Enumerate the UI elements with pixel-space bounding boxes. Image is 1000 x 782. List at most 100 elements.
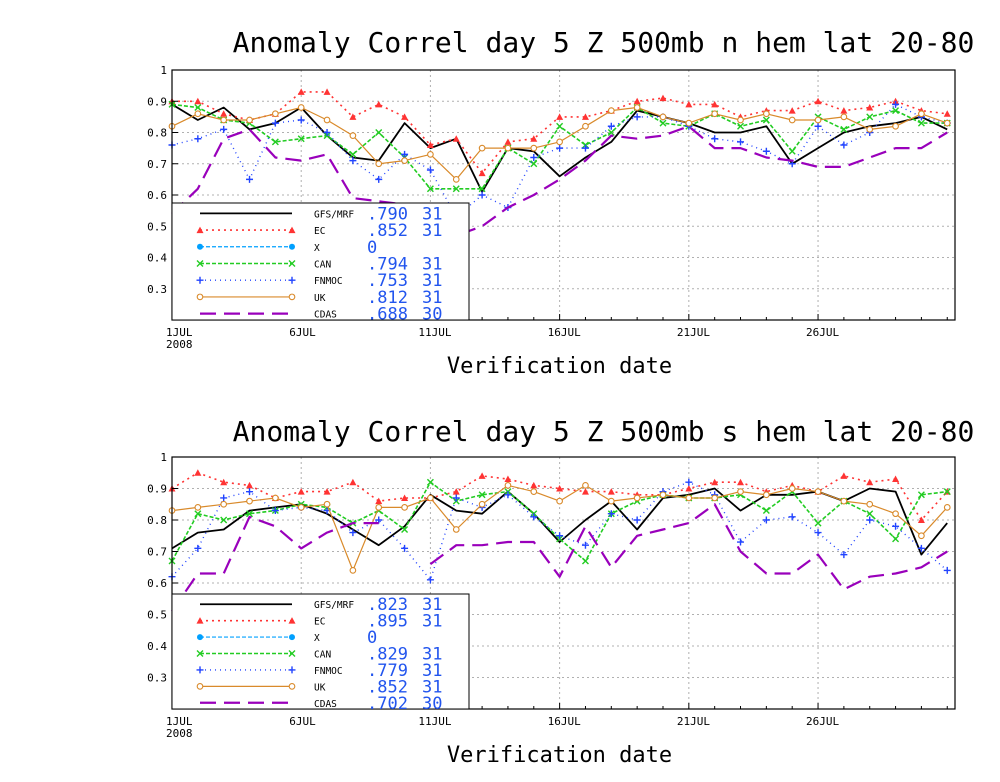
data-point [582, 482, 589, 489]
legend-series-name: EC [314, 226, 325, 237]
data-point [685, 485, 693, 492]
data-point [427, 151, 434, 158]
data-point [556, 138, 563, 146]
data-point [633, 494, 641, 502]
legend-swatch-marker [196, 666, 204, 674]
data-point [607, 497, 615, 505]
data-point [375, 497, 383, 505]
data-point [866, 104, 874, 111]
data-point [866, 126, 874, 133]
data-point [478, 185, 486, 193]
data-point [401, 157, 408, 164]
data-point [762, 147, 770, 155]
legend-score: .794 [367, 255, 408, 275]
data-point [943, 566, 951, 574]
y-tick-label: 0.8 [147, 127, 167, 140]
legend-entry-cdas: CDAS .702 30 [200, 694, 442, 714]
data-point [917, 119, 925, 127]
data-point [763, 491, 770, 499]
x-tick-label: 1JUL [166, 326, 193, 339]
y-tick-label: 1 [160, 451, 167, 464]
chart-title: Anomaly Correl day 5 Z 500mb n hem lat 2… [233, 26, 975, 59]
y-tick-label: 0.5 [147, 609, 167, 622]
legend-swatch-marker [288, 260, 296, 267]
data-point [478, 144, 486, 152]
legend-entry-ec: EC .895 31 [196, 612, 442, 632]
data-point [194, 510, 202, 518]
series-line [171, 503, 948, 613]
data-point [763, 110, 770, 118]
data-point [892, 122, 899, 130]
legend-count: 31 [422, 677, 442, 697]
legend-swatch-marker [289, 243, 295, 250]
legend-score: .852 [367, 677, 408, 697]
legend-entry-fnmoc: FNMOC .753 31 [196, 271, 442, 291]
data-point [220, 125, 228, 133]
series-cdas [171, 125, 948, 237]
data-point [530, 144, 538, 152]
data-point [426, 185, 434, 193]
x-tick-label: 16JUL [548, 326, 581, 339]
y-tick-label: 0.7 [147, 158, 167, 171]
legend-swatch-marker [196, 260, 204, 267]
data-point [323, 116, 331, 124]
legend-entry-gfs-mrf: GFS/MRF .823 31 [200, 595, 442, 615]
data-point [194, 469, 202, 476]
legend-series-name: UK [314, 682, 326, 693]
data-point [581, 113, 589, 120]
legend-entry-uk: UK .812 31 [196, 288, 442, 308]
data-point [194, 97, 202, 105]
data-point [711, 135, 719, 143]
data-point [840, 113, 848, 121]
data-point [271, 507, 279, 515]
data-point [737, 116, 744, 124]
x-tick-label: 26JUL [806, 715, 839, 728]
data-point [762, 507, 770, 515]
data-point [349, 150, 357, 158]
data-point [917, 544, 925, 552]
data-point [788, 107, 796, 114]
data-point [866, 510, 874, 518]
data-point [452, 488, 460, 495]
data-point [737, 538, 745, 546]
data-point [323, 488, 331, 495]
data-point [814, 122, 822, 130]
legend-swatch-marker [288, 683, 296, 690]
data-point [840, 125, 848, 133]
data-point [297, 88, 305, 95]
legend-count: 31 [422, 288, 442, 308]
data-point [866, 500, 874, 508]
data-point [478, 169, 486, 177]
data-point [452, 135, 460, 142]
data-point [530, 481, 538, 489]
legend-entry-can: CAN .794 31 [196, 255, 442, 275]
legend-series-name: X [314, 633, 320, 644]
legend-count: 31 [422, 595, 442, 615]
data-point [194, 544, 202, 552]
y-tick-label: 0.8 [147, 514, 167, 527]
data-point [246, 175, 254, 183]
x-tick-label: 6JUL [289, 326, 316, 339]
legend-swatch-marker [288, 293, 296, 301]
data-point [581, 488, 589, 495]
legend-count: 30 [422, 694, 442, 714]
data-point [892, 100, 900, 108]
data-point [194, 135, 202, 143]
legend-score: 0 [367, 238, 377, 258]
legend-swatch-marker [288, 666, 296, 674]
data-point [607, 510, 615, 518]
data-point [866, 516, 874, 524]
legend-series-name: EC [314, 617, 325, 628]
data-point [737, 138, 745, 146]
data-point [659, 119, 667, 127]
data-point [297, 116, 305, 124]
data-point [814, 97, 822, 105]
data-point [401, 544, 409, 552]
legend-series-name: CAN [314, 650, 331, 661]
data-point [220, 516, 228, 524]
data-point [530, 154, 538, 161]
data-point [426, 141, 434, 148]
data-point [478, 500, 486, 508]
data-point [633, 516, 641, 524]
